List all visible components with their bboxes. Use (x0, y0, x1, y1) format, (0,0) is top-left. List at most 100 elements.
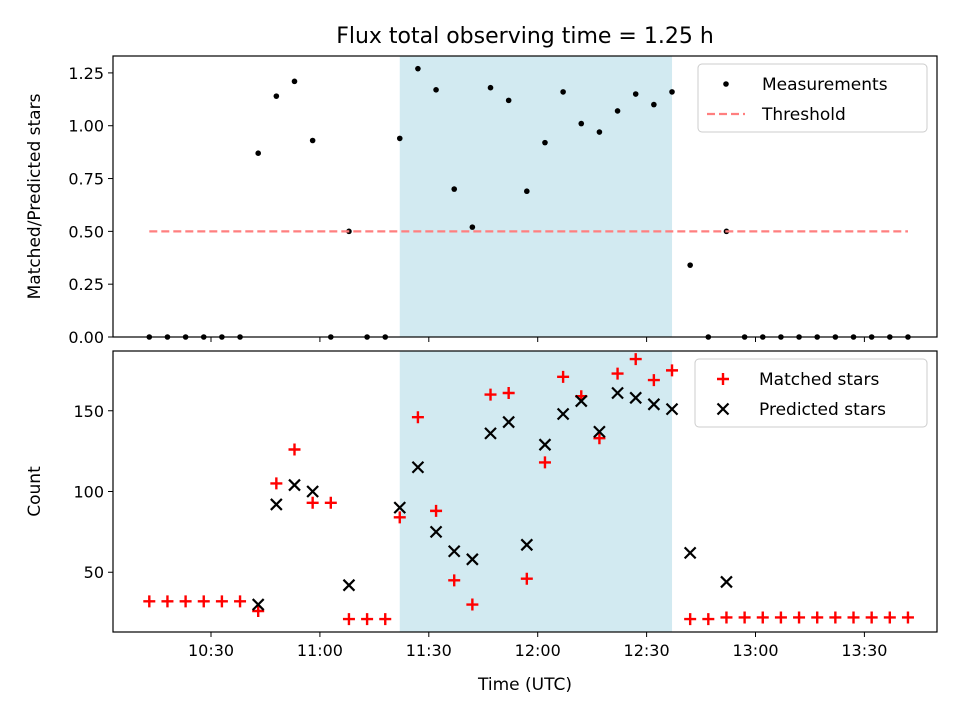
data-point (611, 367, 624, 380)
data-point (430, 504, 443, 517)
data-point (379, 613, 392, 626)
data-point (556, 407, 570, 421)
data-point (684, 613, 697, 626)
data-point (720, 575, 733, 589)
data-point (197, 595, 210, 608)
x-tick-label: 11:00 (297, 641, 343, 660)
x-tick-label: 13:30 (841, 641, 887, 660)
data-point (520, 538, 534, 552)
y-axis-label: Matched/Predicted stars (25, 93, 45, 299)
chart-title: Flux total observing time = 1.25 h (336, 24, 714, 49)
data-point (847, 611, 860, 624)
series-measurements (146, 65, 911, 340)
data-point (306, 485, 319, 498)
data-point (651, 101, 657, 108)
data-point (505, 97, 512, 104)
ratio-panel: 0.00 0.25 0.50 0.75 1.00 1.25 Matched/Predicte… (25, 55, 938, 347)
data-point (288, 443, 301, 456)
y-tick-label: 0.75 (68, 170, 104, 189)
data-point (270, 477, 283, 490)
data-point (520, 572, 533, 585)
x-tick-label: 10:30 (188, 641, 234, 660)
data-point (309, 137, 316, 144)
data-point (273, 93, 280, 99)
y-tick-label: 1.25 (68, 64, 104, 83)
series-predicted-stars (251, 386, 733, 611)
legend-label: Matched stars (759, 370, 879, 390)
data-point (251, 598, 265, 611)
legend: Measurements Threshold (697, 63, 928, 133)
y-axis-label: Count (25, 466, 45, 517)
legend-box (697, 63, 928, 133)
legend-swatch (716, 402, 730, 416)
data-point (433, 87, 439, 93)
data-point (865, 611, 878, 624)
highlight-span (399, 351, 673, 632)
data-point (161, 595, 174, 608)
data-point (306, 496, 319, 509)
data-point (665, 402, 679, 416)
data-point (632, 91, 639, 97)
data-point (683, 546, 697, 560)
data-point (538, 438, 552, 451)
y-tick-label: 150 (73, 402, 104, 421)
data-point (774, 611, 787, 624)
data-point (429, 525, 443, 539)
data-point (502, 415, 515, 429)
legend-label: Measurements (762, 75, 888, 95)
data-point (411, 460, 425, 474)
data-point (793, 611, 806, 624)
data-point (666, 364, 679, 377)
data-point (291, 78, 298, 85)
data-point (270, 498, 283, 511)
data-point (448, 574, 461, 587)
data-point (469, 224, 476, 230)
data-point (411, 411, 424, 424)
legend-swatch (723, 81, 729, 87)
x-tick-label: 12:00 (515, 641, 561, 660)
data-point (614, 108, 621, 114)
data-point (829, 611, 842, 624)
plot-frame (112, 55, 938, 338)
data-point (538, 456, 551, 469)
data-point (447, 544, 461, 558)
data-point (288, 478, 301, 492)
data-point (593, 425, 606, 439)
highlight-span (399, 56, 673, 337)
data-point (179, 595, 192, 608)
data-point (451, 186, 458, 192)
data-point (596, 129, 603, 135)
y-tick-label: 50 (84, 563, 104, 582)
data-point (361, 613, 374, 626)
data-point (647, 398, 661, 411)
data-point (669, 89, 675, 95)
legend-label: Predicted stars (759, 400, 886, 420)
data-point (484, 427, 497, 440)
data-point (215, 595, 228, 608)
data-point (342, 578, 356, 592)
y-tick-label: 1.00 (68, 117, 104, 136)
y-tick-label: 0.25 (68, 275, 104, 294)
data-point (611, 386, 624, 400)
data-point (811, 611, 824, 624)
y-tick-label: 100 (73, 483, 104, 502)
data-point (393, 511, 406, 524)
data-point (883, 611, 896, 624)
plot-frame (112, 350, 938, 633)
data-point (502, 386, 515, 399)
data-point (629, 391, 642, 405)
legend-swatch (717, 373, 729, 385)
data-point (466, 553, 479, 566)
data-point (487, 84, 494, 91)
data-point (143, 595, 156, 608)
x-axis-label: Time (UTC) (477, 675, 572, 695)
data-point (415, 65, 421, 72)
data-point (720, 611, 733, 624)
data-point (702, 613, 715, 626)
data-point (647, 374, 660, 387)
series-matched-stars (143, 353, 914, 626)
data-point (578, 120, 585, 127)
data-point (901, 611, 914, 624)
data-point (542, 139, 548, 146)
